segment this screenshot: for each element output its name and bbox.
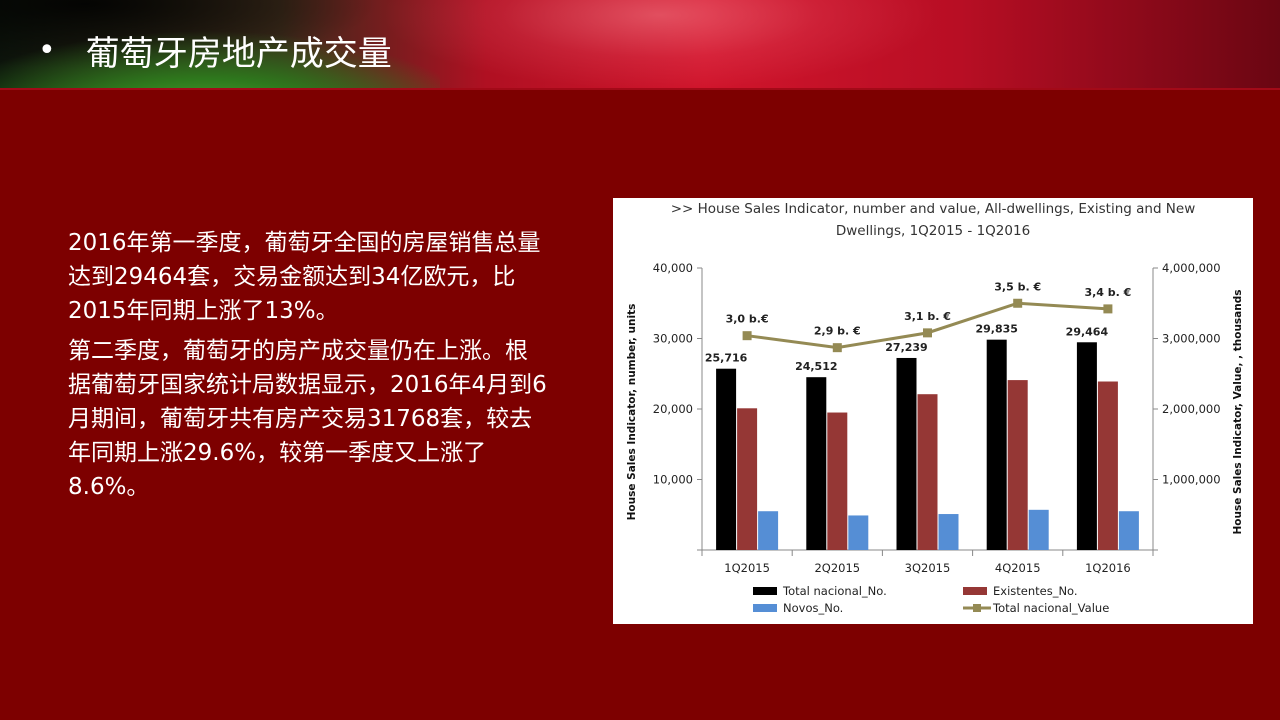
chart-title-line2: Dwellings, 1Q2015 - 1Q2016 bbox=[836, 223, 1030, 239]
y-tick-label-left: 40,000 bbox=[653, 261, 693, 275]
data-label-value: 3,4 b. € bbox=[1084, 286, 1131, 299]
data-label-total: 29,835 bbox=[975, 323, 1017, 336]
header-banner bbox=[0, 0, 1280, 90]
chart-title-line1: >> House Sales Indicator, number and val… bbox=[671, 201, 1196, 217]
y-axis-left-label: House Sales Indicator, number, units bbox=[626, 304, 638, 521]
bar-existentes-no--1Q2016 bbox=[1097, 381, 1118, 550]
bar-novos-no--1Q2015 bbox=[758, 511, 779, 550]
line-marker-1Q2015 bbox=[742, 331, 752, 341]
bar-existentes-no--4Q2015 bbox=[1007, 380, 1028, 550]
bar-existentes-no--1Q2015 bbox=[737, 408, 758, 550]
y-axis-right-label: House Sales Indicator, Value, , thousand… bbox=[1232, 290, 1244, 535]
line-marker-1Q2016 bbox=[1103, 304, 1113, 314]
legend-label: Novos_No. bbox=[783, 601, 843, 615]
legend-swatch bbox=[963, 587, 987, 595]
paragraph-q2: 第二季度，葡萄牙的房产成交量仍在上涨。根据葡萄牙国家统计局数据显示，2016年4… bbox=[68, 338, 547, 500]
line-marker-4Q2015 bbox=[1013, 298, 1023, 308]
slide-title-row: • 葡萄牙房地产成交量 bbox=[38, 26, 392, 75]
y-tick-label-left: 20,000 bbox=[653, 402, 693, 416]
x-tick-label: 3Q2015 bbox=[905, 561, 951, 575]
bar-novos-no--4Q2015 bbox=[1028, 509, 1049, 550]
y-tick-label-right: 4,000,000 bbox=[1162, 261, 1221, 275]
legend-swatch-marker bbox=[973, 604, 981, 612]
x-tick-label: 1Q2015 bbox=[724, 561, 770, 575]
bar-novos-no--1Q2016 bbox=[1118, 511, 1139, 550]
bar-existentes-no--2Q2015 bbox=[827, 412, 848, 550]
data-label-total: 25,716 bbox=[705, 352, 748, 365]
legend-label: Total nacional_No. bbox=[782, 584, 887, 598]
line-marker-2Q2015 bbox=[832, 343, 842, 353]
y-tick-label-left: 30,000 bbox=[653, 332, 693, 346]
bullet-icon: • bbox=[38, 33, 56, 68]
paragraph-q1: 2016年第一季度，葡萄牙全国的房屋销售总量达到29464套，交易金额达到34亿… bbox=[68, 230, 541, 324]
legend-label: Existentes_No. bbox=[993, 584, 1078, 598]
line-marker-3Q2015 bbox=[923, 328, 932, 338]
data-label-value: 3,5 b. € bbox=[994, 280, 1041, 293]
data-label-value: 3,1 b. € bbox=[904, 310, 951, 323]
x-tick-label: 1Q2016 bbox=[1085, 561, 1131, 575]
bar-total-nacional-no--3Q2015 bbox=[896, 357, 917, 550]
bar-existentes-no--3Q2015 bbox=[917, 394, 938, 550]
y-tick-label-right: 3,000,000 bbox=[1162, 332, 1221, 346]
bar-novos-no--3Q2015 bbox=[938, 514, 959, 550]
x-tick-label: 4Q2015 bbox=[995, 561, 1041, 575]
data-label-total: 29,464 bbox=[1066, 325, 1109, 338]
chart-panel: >> House Sales Indicator, number and val… bbox=[613, 198, 1253, 624]
legend-swatch bbox=[753, 587, 777, 595]
y-tick-label-right: 1,000,000 bbox=[1162, 473, 1221, 487]
y-tick-label-right: 2,000,000 bbox=[1162, 402, 1221, 416]
data-label-total: 27,239 bbox=[885, 341, 927, 354]
slide-title: 葡萄牙房地产成交量 bbox=[85, 34, 392, 74]
bar-total-nacional-no--4Q2015 bbox=[986, 339, 1007, 550]
legend-swatch bbox=[753, 604, 777, 612]
banner-green-accent bbox=[0, 30, 440, 90]
banner-glow bbox=[380, 0, 940, 90]
x-tick-label: 2Q2015 bbox=[814, 561, 860, 575]
bar-total-nacional-no--1Q2016 bbox=[1076, 342, 1097, 550]
data-label-value: 3,0 b.€ bbox=[726, 313, 769, 326]
data-label-value: 2,9 b. € bbox=[814, 325, 861, 338]
bar-novos-no--2Q2015 bbox=[848, 515, 869, 550]
bar-total-nacional-no--1Q2015 bbox=[716, 368, 737, 550]
y-tick-label-left: 10,000 bbox=[653, 473, 693, 487]
house-sales-chart: >> House Sales Indicator, number and val… bbox=[626, 201, 1244, 615]
bar-total-nacional-no--2Q2015 bbox=[806, 377, 827, 550]
banner-divider bbox=[0, 88, 1280, 90]
legend-label: Total nacional_Value bbox=[992, 601, 1109, 615]
data-label-total: 24,512 bbox=[795, 360, 837, 373]
body-text: 2016年第一季度，葡萄牙全国的房屋销售总量达到29464套，交易金额达到34亿… bbox=[68, 226, 548, 510]
